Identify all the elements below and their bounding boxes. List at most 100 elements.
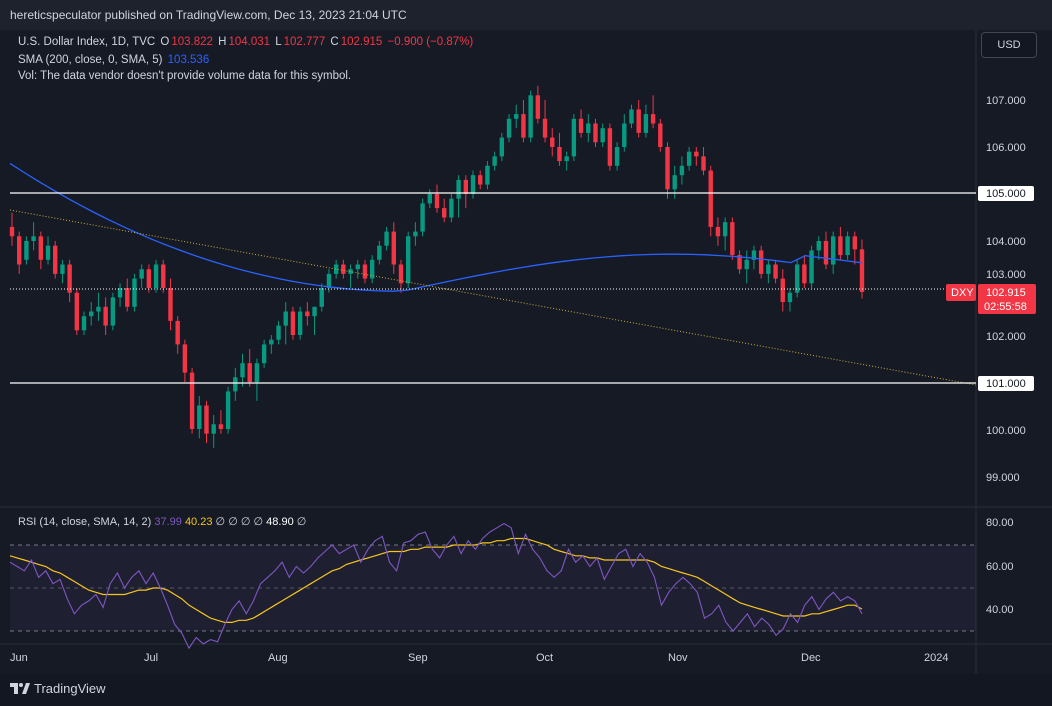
trend-line xyxy=(9,209,977,386)
candle-body xyxy=(542,118,548,138)
candle-body xyxy=(758,250,764,274)
candle-body xyxy=(665,147,670,190)
candle-body xyxy=(290,311,296,335)
candle-body xyxy=(96,306,101,312)
candle-body xyxy=(24,241,29,260)
sma-label: SMA (200, close, 0, SMA, 5) xyxy=(18,54,163,66)
candle-body xyxy=(312,306,317,317)
tradingview-logo[interactable]: TradingView xyxy=(10,681,106,696)
open-value: 103.822 xyxy=(171,36,213,48)
rsi-empty-1: ∅ xyxy=(215,516,226,528)
low-label: L xyxy=(275,36,282,48)
candle-body xyxy=(283,311,288,326)
candle-body xyxy=(751,250,757,260)
candle-body xyxy=(261,344,267,364)
rsi-tick: 80.00 xyxy=(986,517,1014,529)
time-tick-jul: Jul xyxy=(144,652,158,664)
candle-body xyxy=(744,259,749,270)
candle-body xyxy=(225,391,231,429)
candle-body xyxy=(305,311,310,317)
candle-body xyxy=(53,245,58,274)
volume-note-text: Vol: The data vendor doesn't provide vol… xyxy=(18,70,352,82)
candle-body xyxy=(240,363,245,378)
candle-body xyxy=(89,311,94,317)
candle-body xyxy=(348,269,353,274)
candle-body xyxy=(636,109,641,133)
candle-body xyxy=(686,151,692,166)
candle-body xyxy=(369,259,375,279)
candle-body xyxy=(672,175,677,190)
candle-body xyxy=(168,288,173,321)
currency-button[interactable]: USD xyxy=(981,32,1037,58)
rsi-sma-value: 40.23 xyxy=(184,516,213,528)
price-tick: 99.000 xyxy=(986,472,1020,484)
candle-body xyxy=(715,226,721,237)
candle-body xyxy=(398,264,404,284)
candle-body xyxy=(427,194,432,204)
price-axis: 107.000 106.000 104.000 103.000 102.000 … xyxy=(986,95,1026,484)
time-tick-jun: Jun xyxy=(10,652,28,664)
publisher-text: hereticspeculator published on TradingVi… xyxy=(10,8,407,22)
price-tick: 100.000 xyxy=(986,425,1026,437)
volume-note: Vol: The data vendor doesn't provide vol… xyxy=(18,70,353,82)
candle-body xyxy=(578,118,584,133)
candle-body xyxy=(60,264,65,274)
candle-body xyxy=(506,118,512,138)
candle-body xyxy=(218,424,224,429)
level-101-label-bg xyxy=(978,376,1034,391)
candle-body xyxy=(528,95,533,138)
candle-body xyxy=(74,292,80,331)
candle-body xyxy=(787,292,793,303)
candle-body xyxy=(434,194,440,209)
candle-body xyxy=(730,222,735,256)
candle-body xyxy=(708,170,713,227)
candle-body xyxy=(593,123,598,143)
time-tick-oct: Oct xyxy=(536,652,553,664)
rsi-axis: 80.00 60.00 40.00 xyxy=(986,517,1014,616)
sma-value: 103.536 xyxy=(167,54,210,66)
candle-body xyxy=(809,250,814,284)
candle-body xyxy=(514,114,519,119)
dxy-symbol-badge xyxy=(946,284,976,301)
candle-body xyxy=(780,278,785,303)
candle-body xyxy=(117,288,123,298)
candle-body xyxy=(110,297,116,326)
candle-body xyxy=(384,231,389,246)
rsi-empty-4: ∅ xyxy=(253,516,264,528)
candle-body xyxy=(456,179,461,199)
candle-body xyxy=(197,405,202,429)
rsi-empty-3: ∅ xyxy=(240,516,251,528)
candle-body xyxy=(319,288,324,307)
candle-body xyxy=(859,249,865,292)
candle-body xyxy=(607,128,613,166)
candle-body xyxy=(737,255,742,270)
time-tick-aug: Aug xyxy=(268,652,288,664)
price-tick: 106.000 xyxy=(986,142,1026,154)
last-price-value: 102.915 xyxy=(986,287,1026,299)
candle-body xyxy=(103,306,108,326)
candle-body xyxy=(211,424,216,434)
candle-body xyxy=(341,264,346,274)
sma-legend: SMA (200, close, 0, SMA, 5) 103.536 xyxy=(18,54,211,66)
candle-body xyxy=(254,363,260,382)
close-value: 102.915 xyxy=(340,36,383,48)
candle-body xyxy=(802,264,807,284)
candle-body xyxy=(586,123,591,133)
candle-body xyxy=(189,372,195,429)
candle-body xyxy=(766,264,771,274)
rsi-empty-2: ∅ xyxy=(228,516,238,528)
symbol-name: U.S. Dollar Index, 1D, TVC xyxy=(18,36,156,48)
candle-body xyxy=(478,175,483,185)
candle-body xyxy=(794,264,800,293)
candle-body xyxy=(161,264,166,288)
candle-body xyxy=(146,269,152,288)
level-101-label: 101.000 xyxy=(986,378,1026,390)
time-tick-nov: Nov xyxy=(668,652,688,664)
bar-countdown: 02:55:58 xyxy=(984,301,1027,313)
candle-body xyxy=(629,109,634,124)
candle-body xyxy=(816,241,821,251)
rsi-tick: 40.00 xyxy=(986,604,1014,616)
chart-frame xyxy=(0,30,1052,674)
candle-body xyxy=(557,147,562,162)
